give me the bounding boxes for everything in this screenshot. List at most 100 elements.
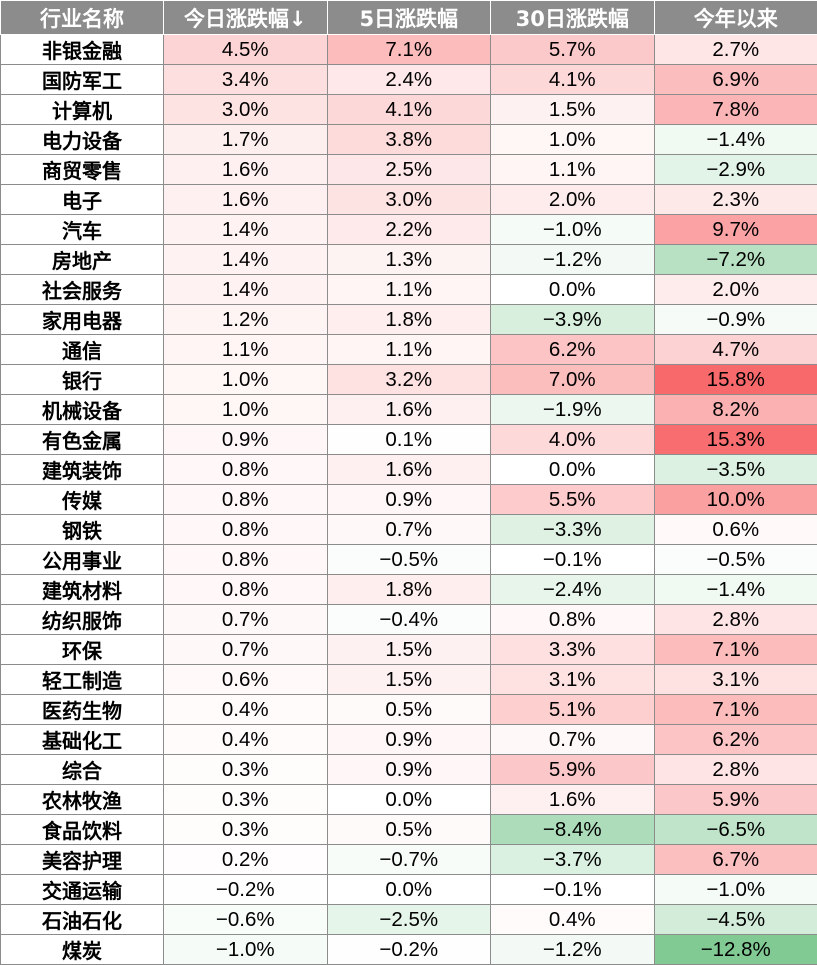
ytd-change-cell: 10.0% [654,485,817,515]
5day-change-cell: 0.9% [327,485,491,515]
ytd-change-cell: −4.5% [654,905,817,935]
ytd-change-cell: 7.1% [654,635,817,665]
industry-name-cell: 轻工制造 [1,665,164,695]
today-change-cell: 1.4% [164,215,328,245]
5day-change-cell: 7.1% [327,35,491,65]
5day-change-cell: 2.4% [327,65,491,95]
30day-change-cell: 4.1% [491,65,655,95]
industry-name-cell: 建筑材料 [1,575,164,605]
today-change-cell: 1.6% [164,185,328,215]
header-30day-change[interactable]: 30日涨跌幅 [491,1,655,35]
5day-change-cell: 4.1% [327,95,491,125]
today-change-cell: 0.8% [164,455,328,485]
industry-name-cell: 综合 [1,755,164,785]
header-5day-change[interactable]: 5日涨跌幅 [327,1,491,35]
30day-change-cell: 5.5% [491,485,655,515]
industry-name-cell: 煤炭 [1,935,164,965]
ytd-change-cell: 2.8% [654,605,817,635]
5day-change-cell: 1.6% [327,395,491,425]
5day-change-cell: 0.9% [327,725,491,755]
30day-change-cell: −1.2% [491,935,655,965]
30day-change-cell: 0.0% [491,275,655,305]
today-change-cell: 1.4% [164,245,328,275]
5day-change-cell: −0.4% [327,605,491,635]
30day-change-cell: −3.3% [491,515,655,545]
today-change-cell: 1.0% [164,365,328,395]
5day-change-cell: 1.3% [327,245,491,275]
today-change-cell: 0.6% [164,665,328,695]
30day-change-cell: −1.9% [491,395,655,425]
industry-name-cell: 家用电器 [1,305,164,335]
industry-name-cell: 银行 [1,365,164,395]
industry-name-cell: 房地产 [1,245,164,275]
ytd-change-cell: −1.4% [654,125,817,155]
table-header-row: 行业名称 今日涨跌幅↓ 5日涨跌幅 30日涨跌幅 今年以来 [1,1,817,35]
industry-name-cell: 建筑装饰 [1,455,164,485]
ytd-change-cell: 7.1% [654,695,817,725]
30day-change-cell: 4.0% [491,425,655,455]
industry-name-cell: 电力设备 [1,125,164,155]
5day-change-cell: 0.9% [327,755,491,785]
industry-name-cell: 计算机 [1,95,164,125]
ytd-change-cell: −0.5% [654,545,817,575]
30day-change-cell: −3.7% [491,845,655,875]
industry-name-cell: 公用事业 [1,545,164,575]
today-change-cell: 0.7% [164,605,328,635]
30day-change-cell: −2.4% [491,575,655,605]
ytd-change-cell: −1.4% [654,575,817,605]
industry-name-cell: 有色金属 [1,425,164,455]
5day-change-cell: 1.5% [327,665,491,695]
today-change-cell: 0.3% [164,815,328,845]
industry-name-cell: 医药生物 [1,695,164,725]
5day-change-cell: −0.5% [327,545,491,575]
header-today-change[interactable]: 今日涨跌幅↓ [164,1,328,35]
ytd-change-cell: 15.8% [654,365,817,395]
today-change-cell: 0.4% [164,695,328,725]
ytd-change-cell: −2.9% [654,155,817,185]
30day-change-cell: 1.6% [491,785,655,815]
ytd-change-cell: −12.8% [654,935,817,965]
today-change-cell: 0.8% [164,515,328,545]
ytd-change-cell: −7.2% [654,245,817,275]
today-change-cell: 1.7% [164,125,328,155]
5day-change-cell: 0.5% [327,695,491,725]
30day-change-cell: 5.7% [491,35,655,65]
5day-change-cell: 2.2% [327,215,491,245]
industry-name-cell: 国防军工 [1,65,164,95]
30day-change-cell: 5.1% [491,695,655,725]
5day-change-cell: −0.7% [327,845,491,875]
5day-change-cell: 3.2% [327,365,491,395]
ytd-change-cell: 6.9% [654,65,817,95]
30day-change-cell: −0.1% [491,875,655,905]
30day-change-cell: 0.0% [491,455,655,485]
header-industry[interactable]: 行业名称 [1,1,164,35]
ytd-change-cell: 7.8% [654,95,817,125]
ytd-change-cell: −6.5% [654,815,817,845]
ytd-change-cell: −3.5% [654,455,817,485]
today-change-cell: 4.5% [164,35,328,65]
today-change-cell: 1.0% [164,395,328,425]
header-ytd-change[interactable]: 今年以来 [654,1,817,35]
industry-name-cell: 社会服务 [1,275,164,305]
30day-change-cell: 2.0% [491,185,655,215]
industry-name-cell: 农林牧渔 [1,785,164,815]
30day-change-cell: 3.3% [491,635,655,665]
table-row: 煤炭−1.0%−0.2%−1.2%−12.8% [1,935,817,965]
today-change-cell: 0.8% [164,575,328,605]
today-change-cell: 1.2% [164,305,328,335]
ytd-change-cell: 2.3% [654,185,817,215]
